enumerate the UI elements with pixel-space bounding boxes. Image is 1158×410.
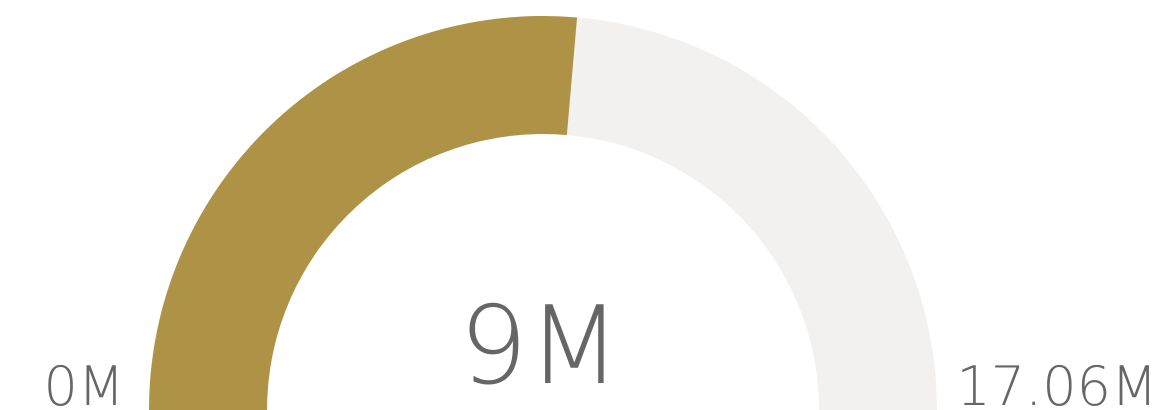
gauge-max-label: 17.06M [956,355,1157,410]
gauge-min-label: 0M [44,355,125,410]
gauge-fill [149,15,578,410]
gauge-value-label: 9M [459,284,621,409]
